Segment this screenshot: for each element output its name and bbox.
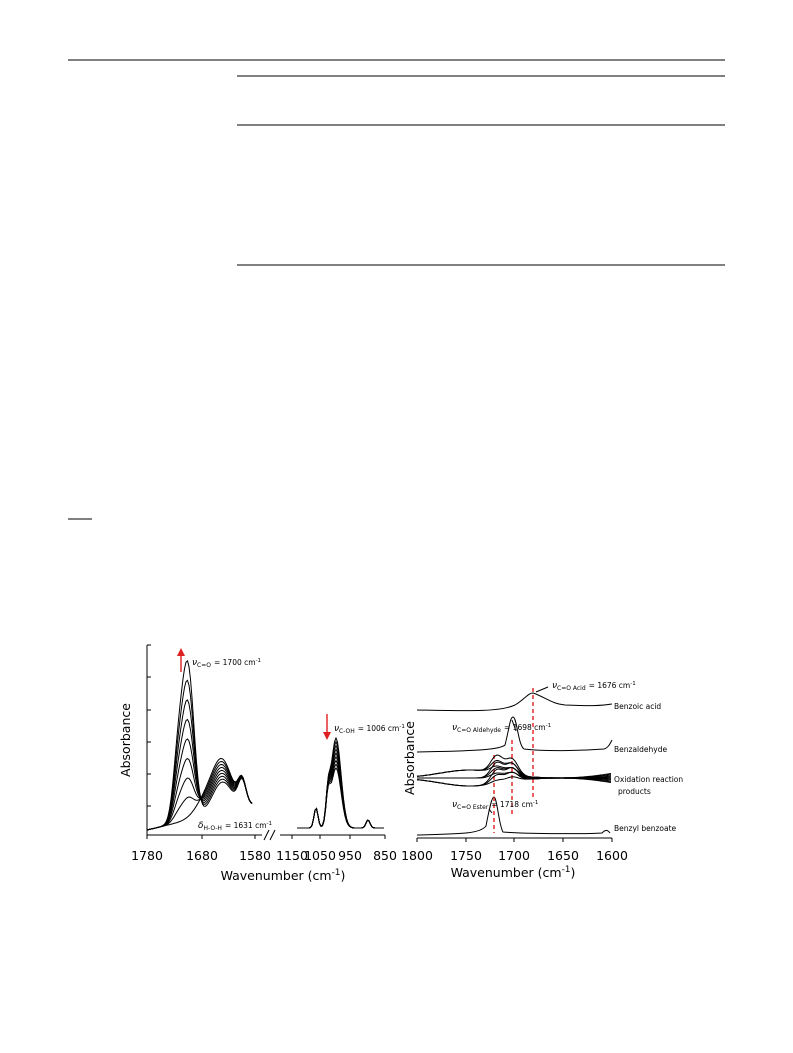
x-axis-label: Wavenumber (cm-1) [221,868,346,883]
spectrum-curve [146,738,253,831]
subscript: C=O [197,662,211,669]
spectrum-curve [146,679,253,831]
symbol: ν [192,658,197,668]
x-tick-label: 1780 [131,848,163,863]
x-tick-label: 1650 [547,848,579,863]
x-axis-label: Wavenumber (cm-1) [451,865,576,880]
label-sup: -1 [562,865,571,875]
spectrum-label: Oxidation reaction [614,775,683,784]
label-sup: -1 [332,868,341,878]
symbol: δ [198,821,204,831]
value: = 1006 cm [358,724,400,733]
x-tick-label: 1680 [186,848,218,863]
value: = 1718 cm [491,800,533,809]
right-axes [416,837,613,842]
superscript: -1 [267,821,272,827]
superscript: -1 [399,724,404,730]
value: = 1700 cm [214,658,256,667]
label-text: Wavenumber (cm [221,868,332,883]
label-text: ) [341,868,346,883]
spectrum-curve [416,759,611,780]
spectrum-curve [416,754,612,783]
subscript: C-OH [339,728,355,735]
annotation: δH-O-H = 1631 cm-1 [198,821,272,832]
value: = 1698 cm [504,723,546,732]
x-tick-label: 950 [338,848,362,863]
superscript: -1 [546,723,551,729]
symbol: ν [452,800,457,810]
spectrum-curve [146,718,253,831]
x-tick-label: 850 [373,848,397,863]
y-axis-label: Absorbance [402,721,417,795]
subscript: C=O Ester [457,804,489,811]
superscript: -1 [630,681,635,687]
spectrum-label: Benzyl benzoate [614,824,677,833]
label-text: Wavenumber (cm [451,865,562,880]
spectrum-curve [297,736,384,829]
symbol: ν [452,723,457,733]
left-axes [146,644,386,841]
x-tick-label: 1600 [596,848,628,863]
annotation: νC=O Ester = 1718 cm-1 [452,800,538,811]
spectrum-label: products [618,787,651,796]
superscript: -1 [256,658,261,664]
annotation: νC=O = 1700 cm-1 [192,658,261,669]
y-axis-label: Absorbance [118,703,133,777]
spectra [146,648,613,836]
x-tick-label: 1150 [276,848,308,863]
x-tick-label: 1700 [498,848,530,863]
spectrum-label: Benzaldehyde [614,745,667,754]
symbol: ν [334,724,339,734]
annotation: νC=O Aldehyde = 1698 cm-1 [452,723,551,734]
spectrum-curve [146,660,253,831]
annotation: νC=O Acid = 1676 cm-1 [552,681,636,692]
x-tick-label: 1800 [401,848,433,863]
symbol: ν [552,681,557,691]
subscript: H-O-H [204,825,222,832]
annotation: νC-OH = 1006 cm-1 [334,724,405,735]
value: = 1676 cm [589,681,631,690]
label-text: ) [571,865,576,880]
value: = 1631 cm [225,821,267,830]
x-tick-label: 1050 [304,848,336,863]
x-tick-label: 1580 [239,848,271,863]
spectrum-curve [146,699,253,831]
subscript: C=O Aldehyde [457,727,501,734]
x-tick-label: 1750 [450,848,482,863]
superscript: -1 [533,800,538,806]
spectrum-label: Benzoic acid [614,702,661,711]
subscript: C=O Acid [557,685,586,692]
